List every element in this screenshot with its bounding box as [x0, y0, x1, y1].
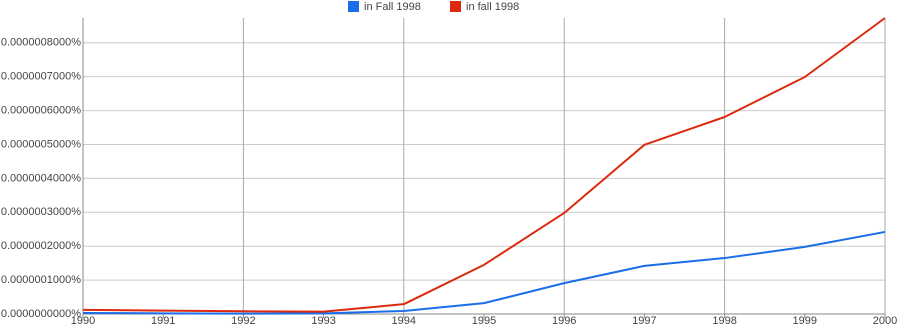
x-tick-label: 1991 — [151, 315, 175, 327]
x-tick-label: 1996 — [552, 315, 576, 327]
legend-swatch — [450, 1, 461, 12]
x-tick-label: 1993 — [311, 315, 335, 327]
x-tick-label: 1995 — [472, 315, 496, 327]
series-line — [82, 230, 886, 315]
legend-label: in fall 1998 — [466, 1, 519, 13]
y-tick-label: 0.0000008000% — [1, 37, 81, 49]
x-tick-label: 1994 — [392, 315, 416, 327]
y-tick-label: 0.0000007000% — [1, 71, 81, 83]
legend-label: in Fall 1998 — [364, 1, 421, 13]
x-tick-label: 1990 — [71, 315, 95, 327]
y-tick-label: 0.0000006000% — [1, 104, 81, 116]
y-tick-label: 0.0000000000% — [1, 308, 81, 320]
y-tick-label: 0.0000001000% — [1, 274, 81, 286]
x-tick-label: 1999 — [793, 315, 817, 327]
x-tick-label: 2000 — [873, 315, 897, 327]
y-tick-label: 0.0000004000% — [1, 172, 81, 184]
x-tick-label: 1992 — [231, 315, 255, 327]
legend-swatch — [348, 1, 359, 12]
y-tick-label: 0.0000005000% — [1, 138, 81, 150]
x-tick-label: 1997 — [632, 315, 656, 327]
y-tick-label: 0.0000002000% — [1, 240, 81, 252]
y-tick-label: 0.0000003000% — [1, 206, 81, 218]
x-tick-label: 1998 — [712, 315, 736, 327]
series-line — [82, 17, 886, 313]
